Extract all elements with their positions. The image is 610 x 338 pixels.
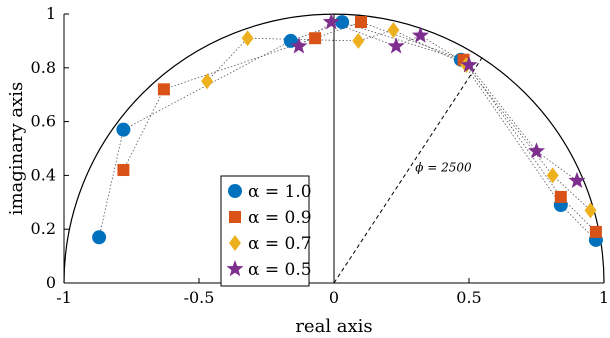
- y-tick-label: 0.8: [31, 58, 56, 77]
- series-3-point: [584, 202, 597, 219]
- y-tick-label: 0.6: [31, 112, 56, 131]
- series-4-point: [290, 37, 308, 54]
- series-2-point: [355, 16, 367, 29]
- legend-marker-4: [226, 260, 244, 277]
- legend-marker-1: [228, 184, 242, 198]
- legend-entry-3: α = 0.7: [248, 234, 312, 254]
- legend-entry-1: α = 1.0: [248, 182, 312, 202]
- series-3-point: [241, 30, 254, 47]
- series-2-point: [309, 32, 322, 45]
- x-tick-label: -1: [56, 288, 72, 307]
- series-1-point: [116, 122, 131, 137]
- series-2-point: [589, 225, 602, 238]
- plot-area: ϕ = 2500: [63, 13, 605, 284]
- x-axis-label: real axis: [295, 316, 372, 337]
- series-4-point: [568, 171, 586, 189]
- series-3-point: [387, 22, 400, 39]
- series-2-point: [554, 190, 567, 203]
- legend-entry-2: α = 0.9: [248, 208, 312, 228]
- series-4-point: [411, 26, 429, 43]
- series-3-point: [352, 32, 365, 49]
- phi-dashed-ray: [333, 56, 483, 284]
- x-tick-label: 0: [329, 288, 339, 307]
- y-tick-label: 0.4: [31, 165, 56, 184]
- y-tick-label: 0.2: [31, 219, 56, 238]
- y-tick-label: 1: [46, 4, 56, 23]
- series-2-point: [157, 83, 170, 96]
- series-4-point: [527, 142, 546, 159]
- series-4-point: [322, 13, 340, 30]
- series-2-point: [117, 164, 130, 177]
- y-axis-label: imaginary axis: [6, 82, 27, 216]
- x-tick-label: -0.5: [184, 288, 215, 307]
- legend-marker-2: [229, 211, 241, 223]
- legend-entry-4: α = 0.5: [248, 260, 312, 280]
- series-4-point: [387, 37, 405, 54]
- series-3-point: [546, 167, 559, 184]
- x-tick-label: 0.5: [456, 288, 481, 307]
- series-1-point: [92, 230, 107, 245]
- series-1-point: [335, 15, 350, 30]
- series-3-point: [201, 73, 214, 90]
- x-tick-label: 1: [599, 288, 609, 307]
- y-tick-label: 0: [46, 273, 56, 292]
- legend-marker-3: [229, 235, 241, 251]
- series-2-point: [457, 53, 470, 66]
- legend: α = 1.0 α = 0.9 α = 0.7 α = 0.5: [220, 175, 312, 287]
- axes: -1 -0.5 0 0.5 1 0 0.2 0.4 0.6 0.8 1 real axis imagin…: [6, 4, 609, 337]
- phi-annotation: ϕ = 2500: [415, 161, 472, 175]
- series-4-point: [460, 56, 478, 73]
